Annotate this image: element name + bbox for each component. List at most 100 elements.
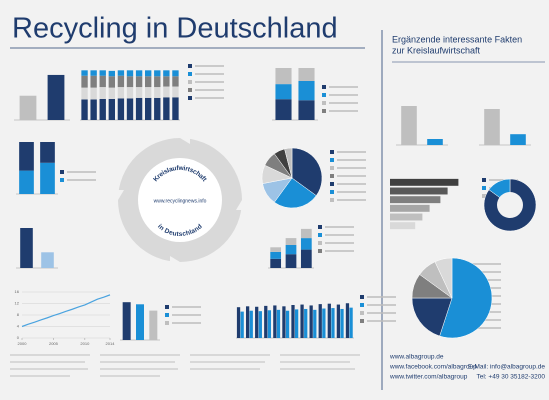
contact-web: www.facebook.com/albagroup [389, 364, 477, 371]
pie-slice [483, 178, 537, 232]
bar-segment [108, 70, 115, 77]
bar-segment [285, 254, 297, 268]
bar-segment [81, 87, 88, 100]
bar [285, 310, 290, 338]
bar [122, 302, 131, 340]
bar-segment [99, 75, 106, 88]
bar-segment [126, 87, 134, 99]
pie-slice [291, 147, 323, 196]
legend-swatch [60, 178, 64, 182]
bar-segment [298, 68, 315, 81]
legend-swatch [482, 178, 486, 182]
bar [390, 196, 441, 204]
bar-segment [135, 87, 143, 98]
legend-swatch [482, 186, 486, 190]
contact-tel: Tel: +49 30 35182-3200 [477, 374, 546, 381]
legend-swatch [318, 225, 322, 229]
bar [318, 304, 322, 338]
y-tick-label: 8 [17, 312, 20, 317]
bar-segment [135, 97, 143, 120]
contact-web: www.albagroup.de [389, 354, 444, 361]
legend-swatch [330, 190, 334, 194]
legend-swatch [330, 174, 334, 178]
bar [249, 310, 253, 338]
bar [267, 310, 272, 338]
footnotes [10, 354, 360, 377]
legend-swatch [322, 101, 326, 105]
legend-swatch [330, 166, 334, 170]
bar [309, 305, 313, 338]
legend-swatch [318, 249, 322, 253]
legend-swatch [165, 313, 169, 317]
legend-swatch [188, 96, 192, 100]
side-title: zur Kreislaufwirtschaft [392, 45, 481, 55]
bar-segment [117, 70, 125, 76]
bar [149, 310, 158, 340]
cycle-url: www.recyclingnews.info [154, 198, 207, 204]
bar-segment [126, 70, 134, 77]
bar [47, 74, 65, 120]
legend-swatch [330, 198, 334, 202]
bar-segment [145, 70, 152, 77]
bar [245, 306, 250, 338]
bar-segment [40, 162, 55, 194]
bar-segment [90, 75, 97, 88]
bar-segment [154, 76, 161, 88]
bar-segment [145, 76, 152, 88]
bar-segment [154, 97, 161, 120]
bar [345, 303, 350, 338]
contact-mail: E-Mail: info@albagroup.de [468, 364, 545, 371]
bar-segment [117, 75, 125, 88]
bar [336, 304, 341, 338]
bar [291, 305, 295, 338]
bar [390, 204, 430, 212]
pie-slice [274, 177, 317, 209]
bar-segment [154, 87, 161, 98]
bar-segment [90, 99, 97, 120]
bar [236, 307, 241, 338]
bar [390, 187, 448, 195]
bar [282, 306, 286, 338]
bar [349, 307, 353, 338]
bar-segment [172, 76, 179, 87]
bar [484, 109, 500, 145]
legend-swatch [330, 182, 334, 186]
bar-segment [172, 70, 179, 77]
bar [19, 95, 37, 120]
legend-swatch [188, 64, 192, 68]
bar [390, 178, 459, 186]
bar [258, 311, 262, 338]
legend-swatch [165, 305, 169, 309]
bar-segment [285, 245, 297, 255]
cycle: Kreislaufwirtschaft in Deutschland www.r… [112, 132, 248, 268]
contact-web: www.twitter.com/albagroup [389, 374, 468, 381]
bar-segment [154, 70, 161, 77]
bar-segment [108, 98, 115, 120]
bar-segment [19, 142, 34, 171]
bar-segment [145, 87, 152, 98]
bar-segment [117, 87, 125, 99]
bar [401, 106, 417, 145]
bar [295, 309, 299, 338]
bar-segment [126, 76, 134, 88]
bar [427, 139, 443, 145]
bar [240, 311, 244, 338]
pie-slice [439, 257, 493, 339]
bar-segment [81, 99, 88, 120]
y-tick-label: 16 [15, 289, 20, 294]
bar-segment [99, 70, 106, 76]
bar-segment [275, 99, 292, 120]
y-tick-label: 4 [17, 324, 20, 329]
bar [276, 309, 281, 338]
bar-segment [275, 68, 292, 85]
bar-segment [163, 76, 170, 87]
bar [340, 308, 344, 338]
bar [331, 308, 335, 338]
bar [264, 305, 268, 338]
legend-swatch [165, 321, 169, 325]
legend-swatch [330, 158, 334, 162]
x-tick-label: 2005 [49, 341, 59, 346]
bar-segment [172, 97, 179, 120]
x-tick-label: 2014 [106, 341, 116, 346]
legend-swatch [322, 93, 326, 97]
